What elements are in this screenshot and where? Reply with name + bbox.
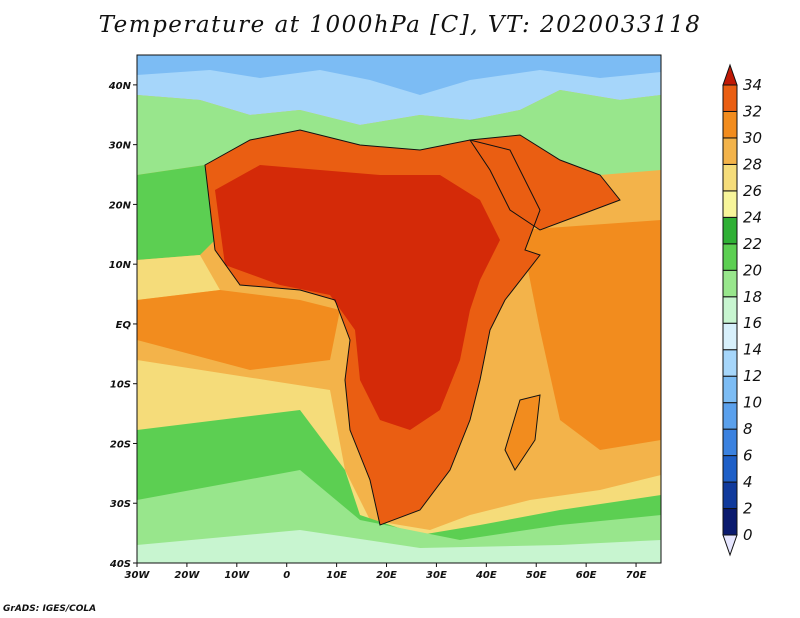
colorbar-box	[722, 243, 738, 271]
colorbar-label: 10	[743, 394, 762, 412]
y-tick-label: 10N	[109, 260, 132, 271]
x-tick-label: 40E	[475, 570, 497, 581]
y-tick-label: 20S	[110, 439, 131, 450]
x-tick-label: 10E	[326, 570, 347, 581]
colorbar-label: 6	[743, 447, 753, 465]
x-tick-label: 30E	[426, 570, 447, 581]
x-tick-label: 30W	[125, 570, 151, 581]
colorbar-box	[722, 216, 738, 245]
colorbar-low-arrow	[722, 534, 738, 557]
colorbar-label: 14	[743, 341, 762, 359]
colorbar-label: 34	[743, 76, 762, 94]
colorbar-box	[722, 508, 738, 536]
map-frame	[136, 54, 662, 564]
colorbar-box	[722, 455, 738, 483]
arabia-coastline	[469, 134, 621, 231]
x-tick-label: 50E	[526, 570, 547, 581]
x-tick-label: 0	[283, 570, 290, 581]
x-tick-label: 60E	[576, 570, 597, 581]
colorbar-box	[722, 322, 738, 351]
africa-hot-core	[215, 165, 500, 430]
madagascar-coastline	[504, 394, 541, 471]
colorbar-label: 22	[743, 235, 762, 253]
x-tick-label: 10W	[224, 570, 250, 581]
mid-cool-north	[137, 55, 661, 95]
colorbar-box	[722, 84, 738, 112]
y-tick-label: 40N	[108, 81, 132, 92]
colorbar-box	[722, 163, 738, 192]
orange-atlantic	[137, 290, 340, 370]
y-tick-label: 20N	[109, 200, 132, 211]
colorbar-box	[722, 296, 738, 324]
colorbar-label: 16	[743, 314, 762, 332]
colorbar-box	[722, 428, 738, 457]
madagascar	[505, 395, 540, 470]
arabia-land	[470, 135, 620, 230]
y-tick-label: 10S	[110, 380, 131, 391]
green-atlantic	[137, 165, 215, 260]
colorbar-label: 20	[743, 261, 762, 279]
colorbar-label: 4	[743, 473, 753, 491]
grads-credit: GrADS: IGES/COLA	[3, 604, 97, 614]
y-tick-label: 40S	[109, 559, 131, 570]
colorbar-label: 0	[743, 526, 753, 544]
colorbar-box	[722, 349, 738, 377]
orange-indian-ocean	[520, 220, 661, 450]
colorbar-label: 24	[743, 208, 762, 226]
colorbar-label: 8	[743, 420, 753, 438]
colorbar-high-arrow	[722, 63, 738, 86]
colorbar-label: 28	[743, 155, 762, 173]
colorbar-label: 18	[743, 288, 762, 306]
colorbar-box	[722, 402, 738, 430]
plot-title: Temperature at 1000hPa [C], VT: 20200331…	[98, 12, 702, 38]
colorbar-label: 26	[743, 182, 762, 200]
colorbar-box	[722, 137, 738, 165]
x-tick-label: 20W	[174, 570, 200, 581]
axis-ticks: 30W 20W 10W 0 10E 20E 30E 40E 50E 60E 70E 40N 30N 20N…	[108, 81, 647, 581]
yellow-band-atlantic	[137, 255, 220, 300]
colorbar-box	[722, 375, 738, 404]
colorbar-box	[722, 481, 738, 510]
y-tick-label: EQ	[116, 320, 132, 331]
colorbar-label: 32	[743, 102, 762, 120]
colorbar-label: 2	[743, 500, 753, 518]
colorbar-box	[722, 110, 738, 139]
colorbar-box	[722, 269, 738, 298]
africa-coastline	[204, 129, 541, 526]
x-tick-label: 20E	[376, 570, 397, 581]
colorbar-label: 30	[743, 129, 762, 147]
y-tick-label: 30S	[110, 499, 131, 510]
y-tick-label: 30N	[109, 141, 132, 152]
x-tick-label: 70E	[626, 570, 647, 581]
colorbar-label: 12	[743, 367, 762, 385]
pale-south	[137, 530, 661, 563]
colorbar-box	[722, 190, 738, 218]
